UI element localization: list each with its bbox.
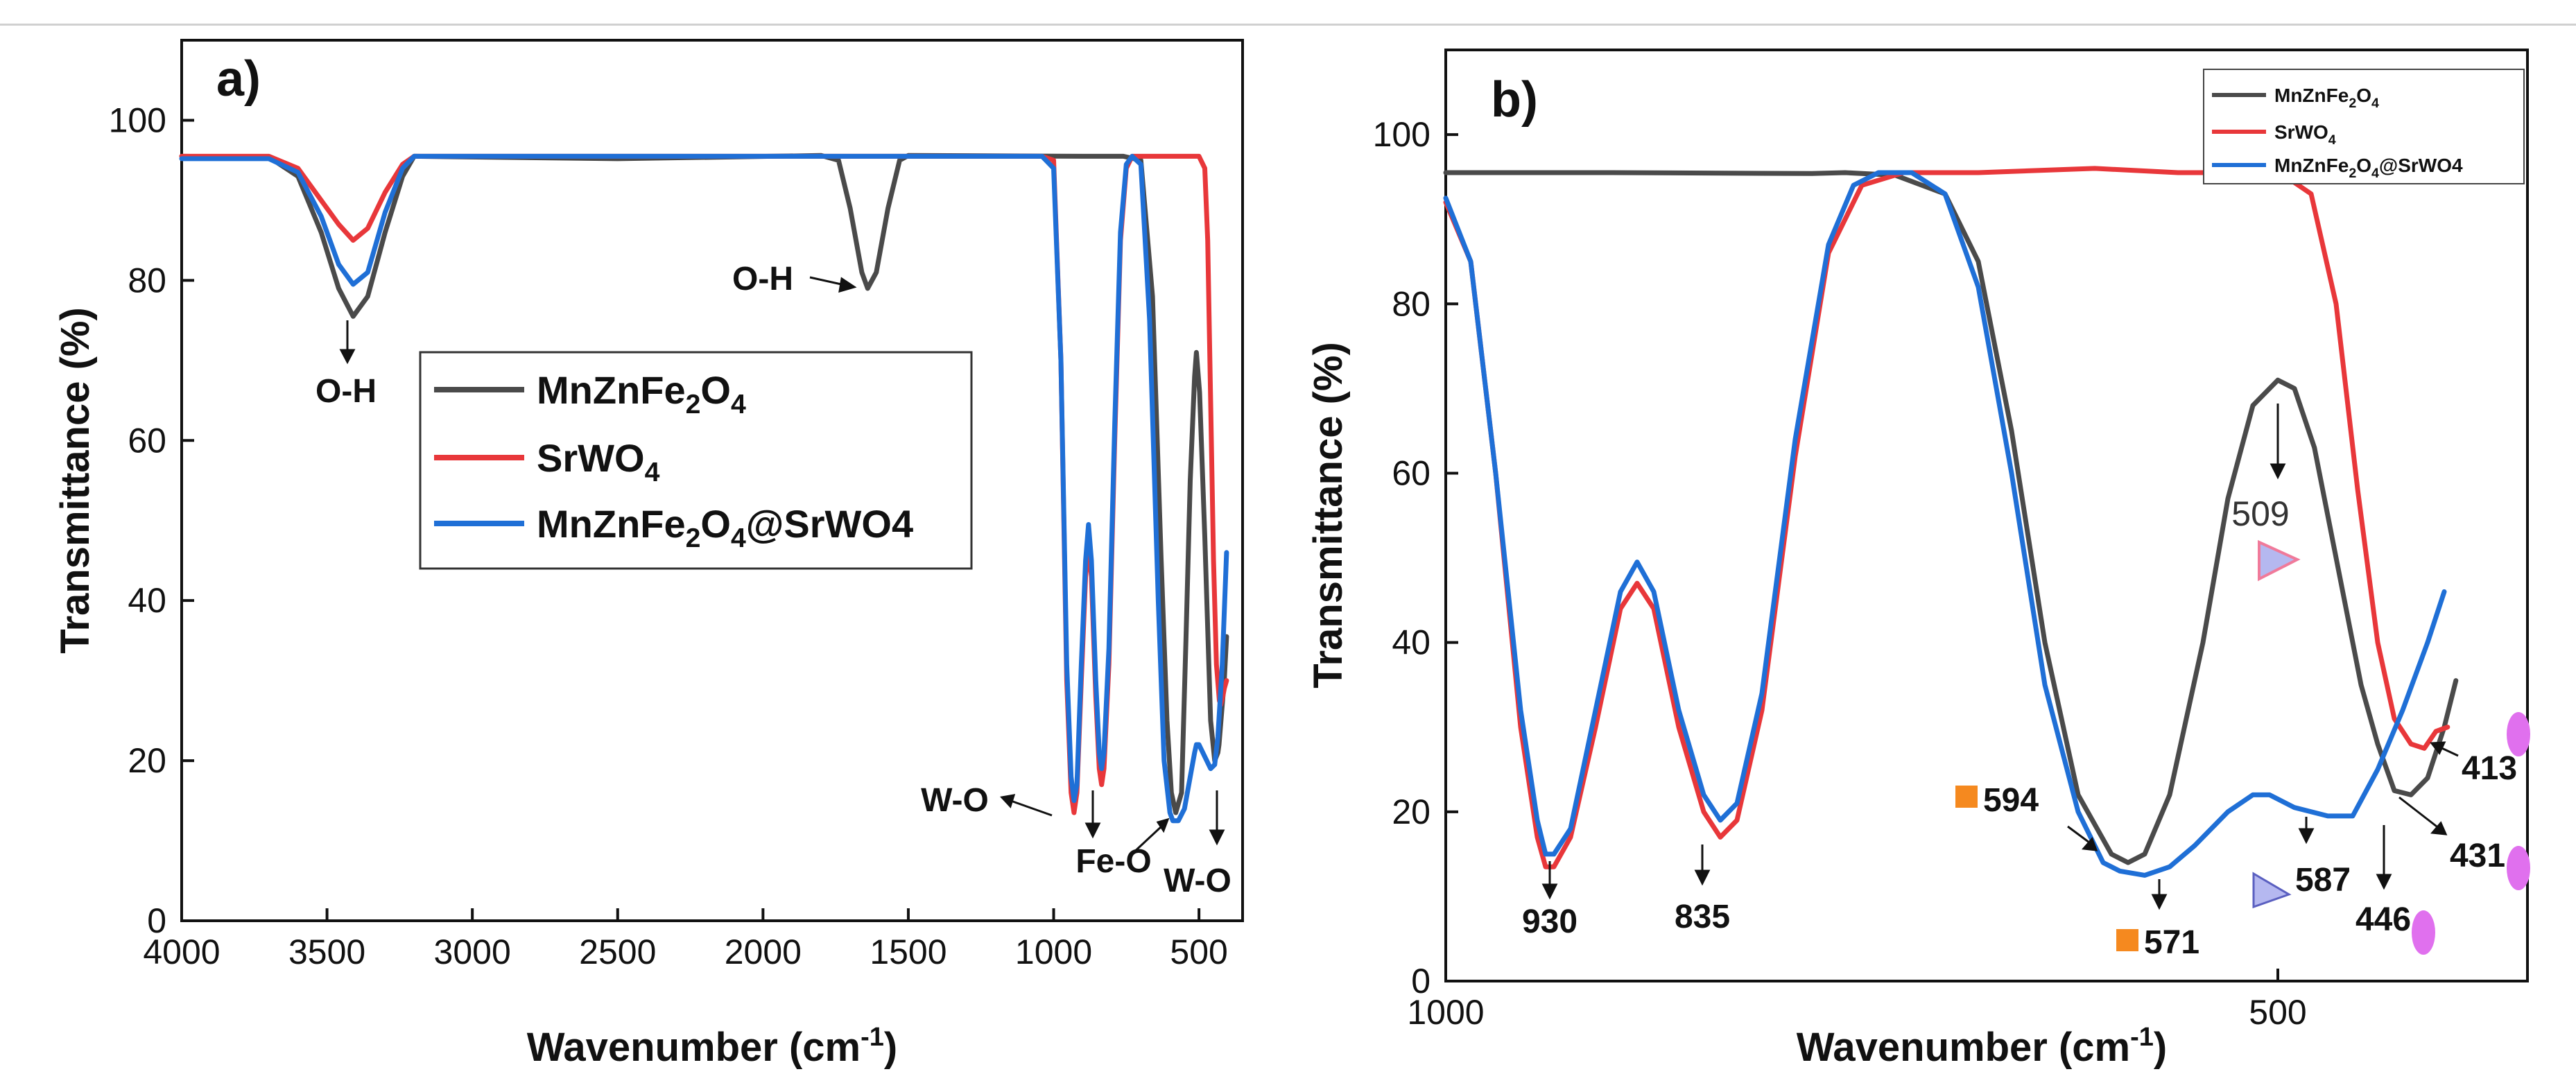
panel-a-x-tick-label: 1500 <box>870 933 946 971</box>
annot-835-label: 835 <box>1675 899 1730 935</box>
panel-a-label: a) <box>216 51 261 107</box>
panel-b-x-tick-label: 500 <box>2249 993 2306 1032</box>
panel-a-frame <box>180 39 1244 922</box>
panel-a-x-tick-label: 3500 <box>288 933 365 971</box>
annot-587-arrowhead <box>2298 828 2315 844</box>
annot-feo-arrowhead-2 <box>1156 817 1170 833</box>
panel-b-y-tick-label: 100 <box>1373 115 1430 154</box>
panel-a-x-tick-label: 2000 <box>725 933 802 971</box>
panel-b-legend: MnZnFe2O4 SrWO4 MnZnFe2O4@SrWO4 <box>2203 69 2525 184</box>
panel-a-legend: MnZnFe2O4 SrWO4 MnZnFe2O4@SrWO4 <box>419 351 973 570</box>
annot-wo-1-arrow <box>1008 799 1053 817</box>
annot-feo-arrowhead <box>1084 822 1101 839</box>
annot-wo-1-arrowhead <box>1000 794 1016 808</box>
panel-a-x-tick-label: 2500 <box>579 933 656 971</box>
panel-a-x-tick-label: 3000 <box>434 933 511 971</box>
annot-835-arrowhead <box>1694 869 1711 886</box>
marker-square-571 <box>2116 929 2138 951</box>
annot-594-label: 594 <box>1983 782 2039 819</box>
annot-oh-2-arrowhead <box>838 277 857 293</box>
panel-b-ticks: 1000 500 0 20 40 60 80 100 <box>1373 115 2307 1032</box>
panel-b-y-tick-label: 0 <box>1411 962 1430 1000</box>
panel-b-y-tick-label: 40 <box>1392 623 1430 662</box>
panel-a-x-tick-label: 4000 <box>143 933 220 971</box>
annot-oh-2-label: O-H <box>732 261 793 297</box>
annot-571-label: 571 <box>2144 924 2199 961</box>
marker-square-594 <box>1955 786 1978 808</box>
annot-wo-1-label: W-O <box>921 782 989 819</box>
panel-a-y-tick-label: 60 <box>128 421 166 460</box>
marker-triangle-blue <box>2252 872 2292 909</box>
annot-wo-2-label: W-O <box>1164 863 1231 899</box>
panel-b-y-tick-label: 80 <box>1392 284 1430 323</box>
panel-b-y-tick-label: 20 <box>1392 792 1430 831</box>
panel-b-annotations <box>1541 404 2459 910</box>
panel-b-x-title-end: ) <box>2154 1025 2167 1070</box>
panel-a-x-axis-title: Wavenumber (cm-1) <box>527 1023 897 1070</box>
annot-509-label: 509 <box>2231 494 2289 533</box>
annot-413-arrowhead <box>2430 741 2446 755</box>
annot-oh-1-arrowhead <box>339 349 356 365</box>
annot-446-label: 446 <box>2355 901 2411 938</box>
marker-oval-431 <box>2507 846 2530 890</box>
panel-b-markers <box>1955 539 2530 955</box>
panel-a-annotations <box>339 276 1225 856</box>
panel-b-series-line-1 <box>1443 170 2459 865</box>
annot-feo-arrow-2 <box>1130 825 1163 856</box>
panel-b-x-title-sup: -1 <box>2130 1023 2154 1052</box>
panel-a-series <box>179 153 1229 824</box>
panel-a-series-line-3 <box>179 153 1229 824</box>
marker-oval-413 <box>2507 712 2530 756</box>
annot-wo-2-arrowhead <box>1209 829 1225 846</box>
annot-587-label: 587 <box>2295 862 2351 899</box>
annot-446-arrowhead <box>2376 874 2392 890</box>
panel-b-frame <box>1444 49 2529 982</box>
marker-triangle-pink <box>2258 539 2301 582</box>
panel-a-y-tick-label: 0 <box>147 901 166 940</box>
panel-a-series-line-1 <box>179 153 1229 815</box>
panel-b-y-axis-title: Transmittance (%) <box>1306 342 1351 688</box>
panel-b-x-title-main: Wavenumber (cm <box>1797 1025 2130 1070</box>
annot-571-arrowhead <box>2151 894 2168 910</box>
panel-b-x-tick-label: 1000 <box>1407 993 1484 1032</box>
panel-b-x-axis-title: Wavenumber (cm-1) <box>1797 1023 2167 1070</box>
legend-a-entry-3: MnZnFe2O4@SrWO4 <box>537 502 913 553</box>
top-divider-line <box>0 24 2576 26</box>
panel-a-y-tick-label: 40 <box>128 581 166 620</box>
panel-a-x-title-sup: -1 <box>861 1023 884 1052</box>
annot-feo-label: Fe-O <box>1075 843 1151 880</box>
annot-594-arrowhead <box>2082 837 2098 851</box>
annot-413-label: 413 <box>2462 750 2517 787</box>
panel-a-x-title-end: ) <box>884 1025 897 1070</box>
panel-b-series <box>1443 166 2459 878</box>
legend-a-entry-2: SrWO4 <box>537 436 660 487</box>
panel-b-series-line-3 <box>1443 170 2447 878</box>
annot-930-label: 930 <box>1522 903 1577 940</box>
panel-a-y-axis-title: Transmittance (%) <box>53 307 98 654</box>
panel-a-x-title-main: Wavenumber (cm <box>527 1025 861 1070</box>
panel-a-y-tick-label: 20 <box>128 741 166 780</box>
annot-930-arrowhead <box>1541 883 1558 900</box>
annot-509-arrowhead <box>2270 463 2286 480</box>
panel-b-label: b) <box>1491 72 1538 128</box>
panel-b: 1000 500 0 20 40 60 80 100 b) Wavenumber (cm-1)… <box>1306 49 2530 1070</box>
panel-b-series-line-2 <box>1443 166 2450 869</box>
marker-oval-446 <box>2412 910 2435 955</box>
annot-431-label: 431 <box>2450 838 2505 874</box>
panel-a-y-tick-label: 100 <box>109 101 166 139</box>
panel-a-x-tick-label: 500 <box>1170 933 1227 971</box>
annot-594-arrow <box>2067 825 2093 846</box>
panel-a-ticks: 4000 3500 3000 2500 2000 1500 1000 500 0 20 40 60 80… <box>109 101 1228 971</box>
annot-oh-1-label: O-H <box>315 373 377 410</box>
panel-a: 4000 3500 3000 2500 2000 1500 1000 500 0 20 40 60 80… <box>53 39 1244 1070</box>
legend-a-entry-1: MnZnFe2O4 <box>537 368 746 419</box>
panel-a-y-tick-label: 80 <box>128 261 166 300</box>
panel-a-x-tick-label: 1000 <box>1015 933 1092 971</box>
annot-431-arrowhead <box>2430 821 2448 835</box>
panel-b-y-tick-label: 60 <box>1392 453 1430 492</box>
annot-431-arrow <box>2398 796 2440 830</box>
